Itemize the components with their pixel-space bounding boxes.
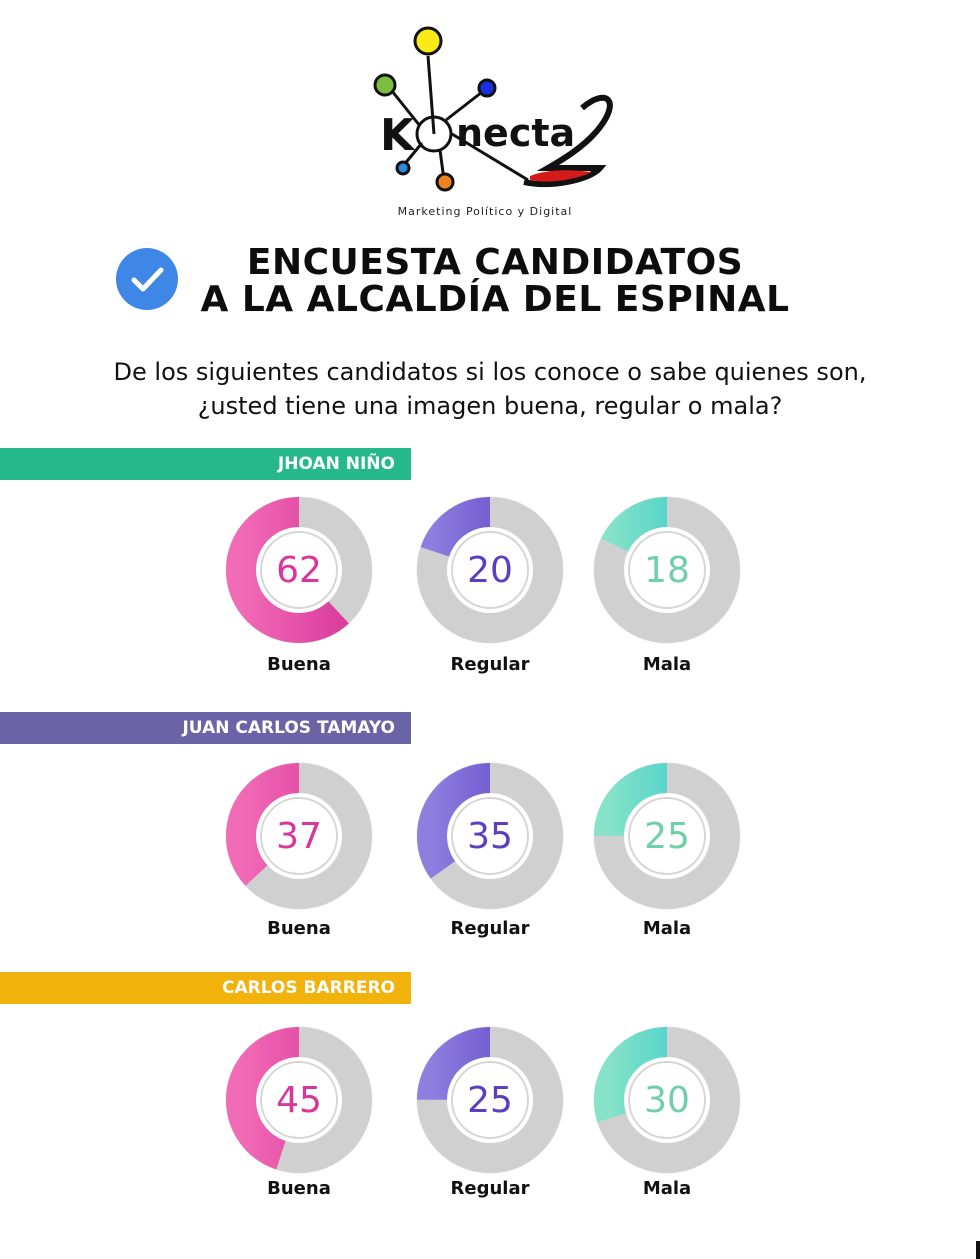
donut-svg	[225, 496, 373, 644]
donut-arc-buena	[226, 763, 372, 909]
category-label-mala: Mala	[642, 654, 692, 675]
donut-center	[451, 797, 529, 875]
category-label-regular: Regular	[450, 654, 530, 675]
category-label-buena: Buena	[267, 1178, 331, 1199]
survey-question: De los siguientes candidatos si los cono…	[40, 355, 940, 423]
donut-mala: 30	[593, 1026, 741, 1174]
donut-value-buena: 45	[276, 1079, 322, 1121]
donut-center	[628, 531, 706, 609]
candidate-banner: JHOAN NIÑO	[0, 448, 411, 480]
donut-center	[260, 797, 338, 875]
page-title: ENCUESTA CANDIDATOS A LA ALCALDÍA DEL ES…	[170, 244, 820, 318]
donut-svg	[593, 762, 741, 910]
donut-buena: 62	[225, 496, 373, 644]
donut-center	[451, 1061, 529, 1139]
donut-value-buena: 37	[276, 815, 322, 857]
donut-value-mala: 25	[644, 815, 690, 857]
donut-regular: 35	[416, 762, 564, 910]
donut-center	[451, 531, 529, 609]
donut-mala: 25	[593, 762, 741, 910]
donut-svg	[593, 1026, 741, 1174]
donut-arc-buena	[226, 1027, 372, 1173]
donut-svg	[593, 496, 741, 644]
donut-center	[628, 797, 706, 875]
donut-center	[260, 1061, 338, 1139]
donut-value-regular: 35	[467, 815, 513, 857]
category-label-buena: Buena	[267, 654, 331, 675]
konecta-logo: K necta	[373, 26, 613, 192]
title-line-2: A LA ALCALDÍA DEL ESPINAL	[200, 279, 790, 320]
donut-mala: 18	[593, 496, 741, 644]
title-line-1: ENCUESTA CANDIDATOS	[246, 242, 744, 283]
donut-arc-buena	[226, 497, 372, 643]
donut-regular: 25	[416, 1026, 564, 1174]
svg-text:necta: necta	[456, 111, 575, 155]
donut-value-mala: 18	[644, 549, 690, 591]
category-label-mala: Mala	[642, 1178, 692, 1199]
category-label-regular: Regular	[450, 1178, 530, 1199]
donut-svg	[416, 762, 564, 910]
donut-arc-regular	[417, 1027, 563, 1173]
donut-svg	[416, 496, 564, 644]
donut-buena: 45	[225, 1026, 373, 1174]
donut-arc-regular	[417, 763, 563, 909]
logo-tagline: Marketing Político y Digital	[397, 205, 573, 218]
category-label-buena: Buena	[267, 918, 331, 939]
donut-svg	[225, 762, 373, 910]
donut-value-buena: 62	[276, 549, 322, 591]
donut-center	[628, 1061, 706, 1139]
donut-value-regular: 20	[467, 549, 513, 591]
donut-arc-regular	[417, 497, 563, 643]
donut-value-mala: 30	[644, 1079, 690, 1121]
corner-mark	[976, 1241, 980, 1259]
candidate-banner: JUAN CARLOS TAMAYO	[0, 712, 411, 744]
candidate-banner: CARLOS BARRERO	[0, 972, 411, 1004]
donut-arc-mala	[594, 497, 740, 643]
donut-regular: 20	[416, 496, 564, 644]
donut-arc-mala	[594, 763, 740, 909]
donut-center	[260, 531, 338, 609]
donut-svg	[416, 1026, 564, 1174]
donut-svg	[225, 1026, 373, 1174]
category-label-mala: Mala	[642, 918, 692, 939]
svg-text:K: K	[380, 110, 416, 161]
question-line-2: ¿usted tiene una imagen buena, regular o…	[197, 392, 783, 420]
donut-value-regular: 25	[467, 1079, 513, 1121]
category-label-regular: Regular	[450, 918, 530, 939]
check-badge-icon	[116, 248, 178, 310]
donut-arc-mala	[594, 1027, 740, 1173]
donut-buena: 37	[225, 762, 373, 910]
question-line-1: De los siguientes candidatos si los cono…	[113, 358, 867, 386]
